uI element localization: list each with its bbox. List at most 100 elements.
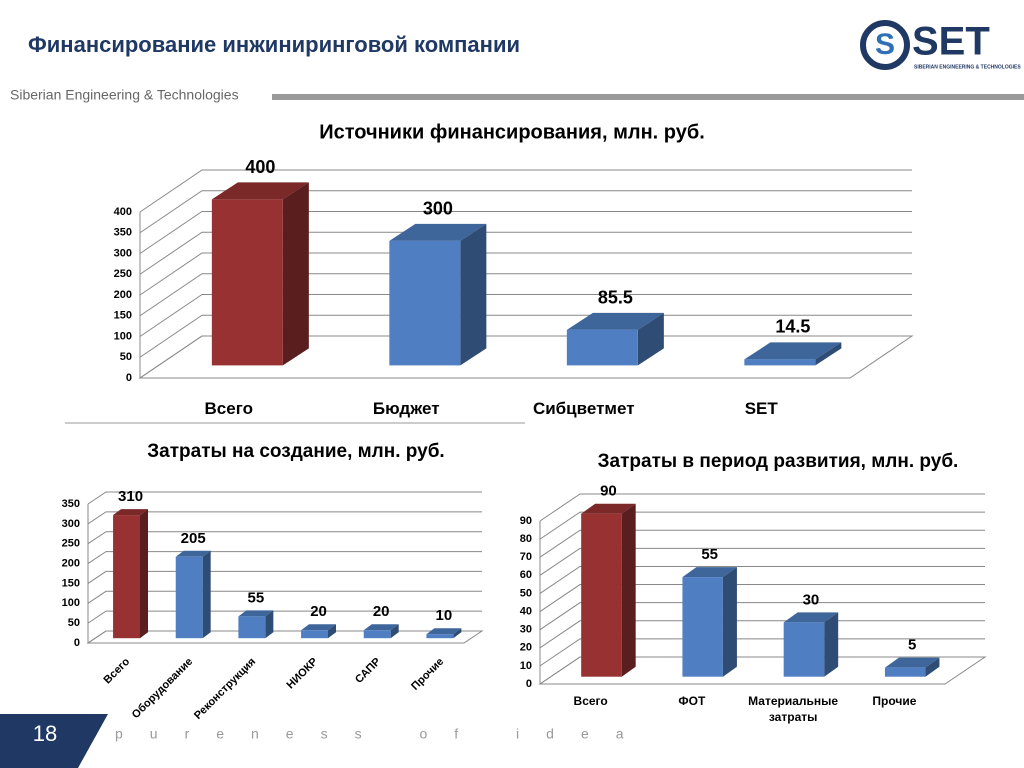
grid-line: [139, 252, 912, 296]
grid-line: [87, 610, 482, 624]
value-label: 10: [436, 607, 453, 624]
bar-side: [824, 612, 839, 677]
bar-side: [328, 624, 337, 639]
bar: [301, 630, 329, 639]
y-tick-label: 50: [68, 617, 80, 629]
grid-line: [539, 493, 985, 522]
value-label: 90: [600, 483, 617, 500]
y-tick-label: 350: [114, 227, 132, 239]
grid-line: [539, 620, 985, 649]
grid-line: [539, 511, 985, 540]
y-tick-label: 40: [520, 605, 532, 617]
bar: [682, 577, 723, 677]
y-tick-label: 250: [62, 538, 80, 550]
bar: [211, 199, 283, 366]
value-label: 20: [310, 603, 327, 620]
y-tick-label: 250: [114, 268, 132, 280]
slide-title: Финансирование инжиниринговой компании: [28, 32, 520, 57]
bar-top: [426, 628, 462, 635]
bar-side: [460, 223, 487, 366]
bar-top: [566, 312, 664, 330]
bar-top: [211, 182, 309, 200]
value-label: 85.5: [598, 287, 633, 307]
bar-top: [682, 567, 737, 578]
y-tick-label: 0: [74, 637, 80, 649]
grid-line: [139, 273, 912, 317]
grid-line: [139, 231, 912, 275]
logo-mark: [860, 20, 910, 70]
value-label: 400: [245, 157, 275, 177]
y-tick-label: 200: [62, 557, 80, 569]
y-tick-label: 70: [520, 551, 532, 563]
y-tick-label: 80: [520, 533, 532, 545]
grid-line: [87, 570, 482, 584]
y-tick-label: 300: [62, 518, 80, 530]
bar-side: [140, 509, 149, 639]
value-label: 300: [423, 198, 453, 218]
grid-line: [139, 169, 912, 213]
bar: [389, 240, 461, 366]
value-label: 14.5: [775, 317, 810, 337]
footer: pureness of idea: [115, 726, 651, 742]
y-tick-label: 150: [114, 310, 132, 322]
x-tick-label: Материальные затраты: [748, 694, 839, 724]
bar-side: [722, 567, 737, 677]
y-tick-label: 90: [520, 515, 532, 527]
grid-line: [139, 190, 912, 234]
x-tick-label: Бюджет: [372, 399, 440, 418]
bar: [426, 634, 454, 639]
slide-number: 18: [33, 721, 57, 746]
chart-title: Затраты на создание, млн. руб.: [147, 441, 444, 462]
bar: [744, 359, 816, 366]
x-tick-label: ФОТ: [678, 694, 706, 708]
grid-line: [87, 531, 482, 545]
grid-line: [539, 547, 985, 576]
bar-top: [238, 610, 274, 617]
bar: [238, 616, 266, 639]
bar: [566, 329, 638, 366]
y-tick-label: 200: [114, 289, 132, 301]
header-rule: [272, 94, 1024, 100]
bar: [113, 515, 141, 639]
x-tick-label: Сибцветмет: [532, 399, 635, 418]
grid-line: [87, 491, 482, 505]
bar: [783, 622, 825, 677]
grid-line: [539, 584, 985, 612]
bar-top: [175, 550, 211, 557]
value-label: 55: [248, 589, 265, 606]
x-tick-label: Всего: [204, 399, 253, 418]
grid-line: [539, 638, 985, 667]
grid-line: [539, 656, 985, 685]
x-tick-label: SET: [744, 399, 778, 418]
y-tick-label: 50: [120, 351, 132, 363]
y-tick-label: 60: [520, 569, 532, 581]
chart-title: Затраты в период развития, млн. руб.: [598, 451, 959, 472]
y-tick-label: 300: [114, 247, 132, 259]
bar-top: [581, 503, 636, 514]
grid-line: [139, 314, 912, 358]
value-label: 310: [118, 488, 143, 505]
bar-side: [637, 312, 664, 366]
bar-top: [744, 342, 842, 360]
y-tick-label: 100: [62, 597, 80, 609]
logo-subtext: SIBERIAN ENGINEERING & TECHNOLOGIES: [914, 64, 1021, 70]
bar-side: [202, 550, 211, 639]
y-tick-label: 350: [62, 498, 80, 510]
bar-side: [621, 503, 636, 677]
value-label: 205: [181, 530, 206, 547]
value-label: 55: [701, 546, 718, 563]
logo-text: SET: [912, 20, 990, 64]
y-tick-label: 0: [526, 678, 532, 690]
grid-line: [539, 565, 985, 594]
bar: [884, 667, 926, 677]
bar-top: [389, 223, 487, 241]
bar: [581, 513, 622, 677]
bar-side: [265, 610, 274, 639]
y-tick-label: 400: [114, 206, 132, 218]
y-tick-label: 150: [62, 577, 80, 589]
bar-side: [815, 342, 842, 366]
grid-line: [539, 602, 985, 631]
y-tick-label: 50: [520, 587, 532, 599]
subtitle: Siberian Engineering & Technologies: [10, 87, 239, 103]
